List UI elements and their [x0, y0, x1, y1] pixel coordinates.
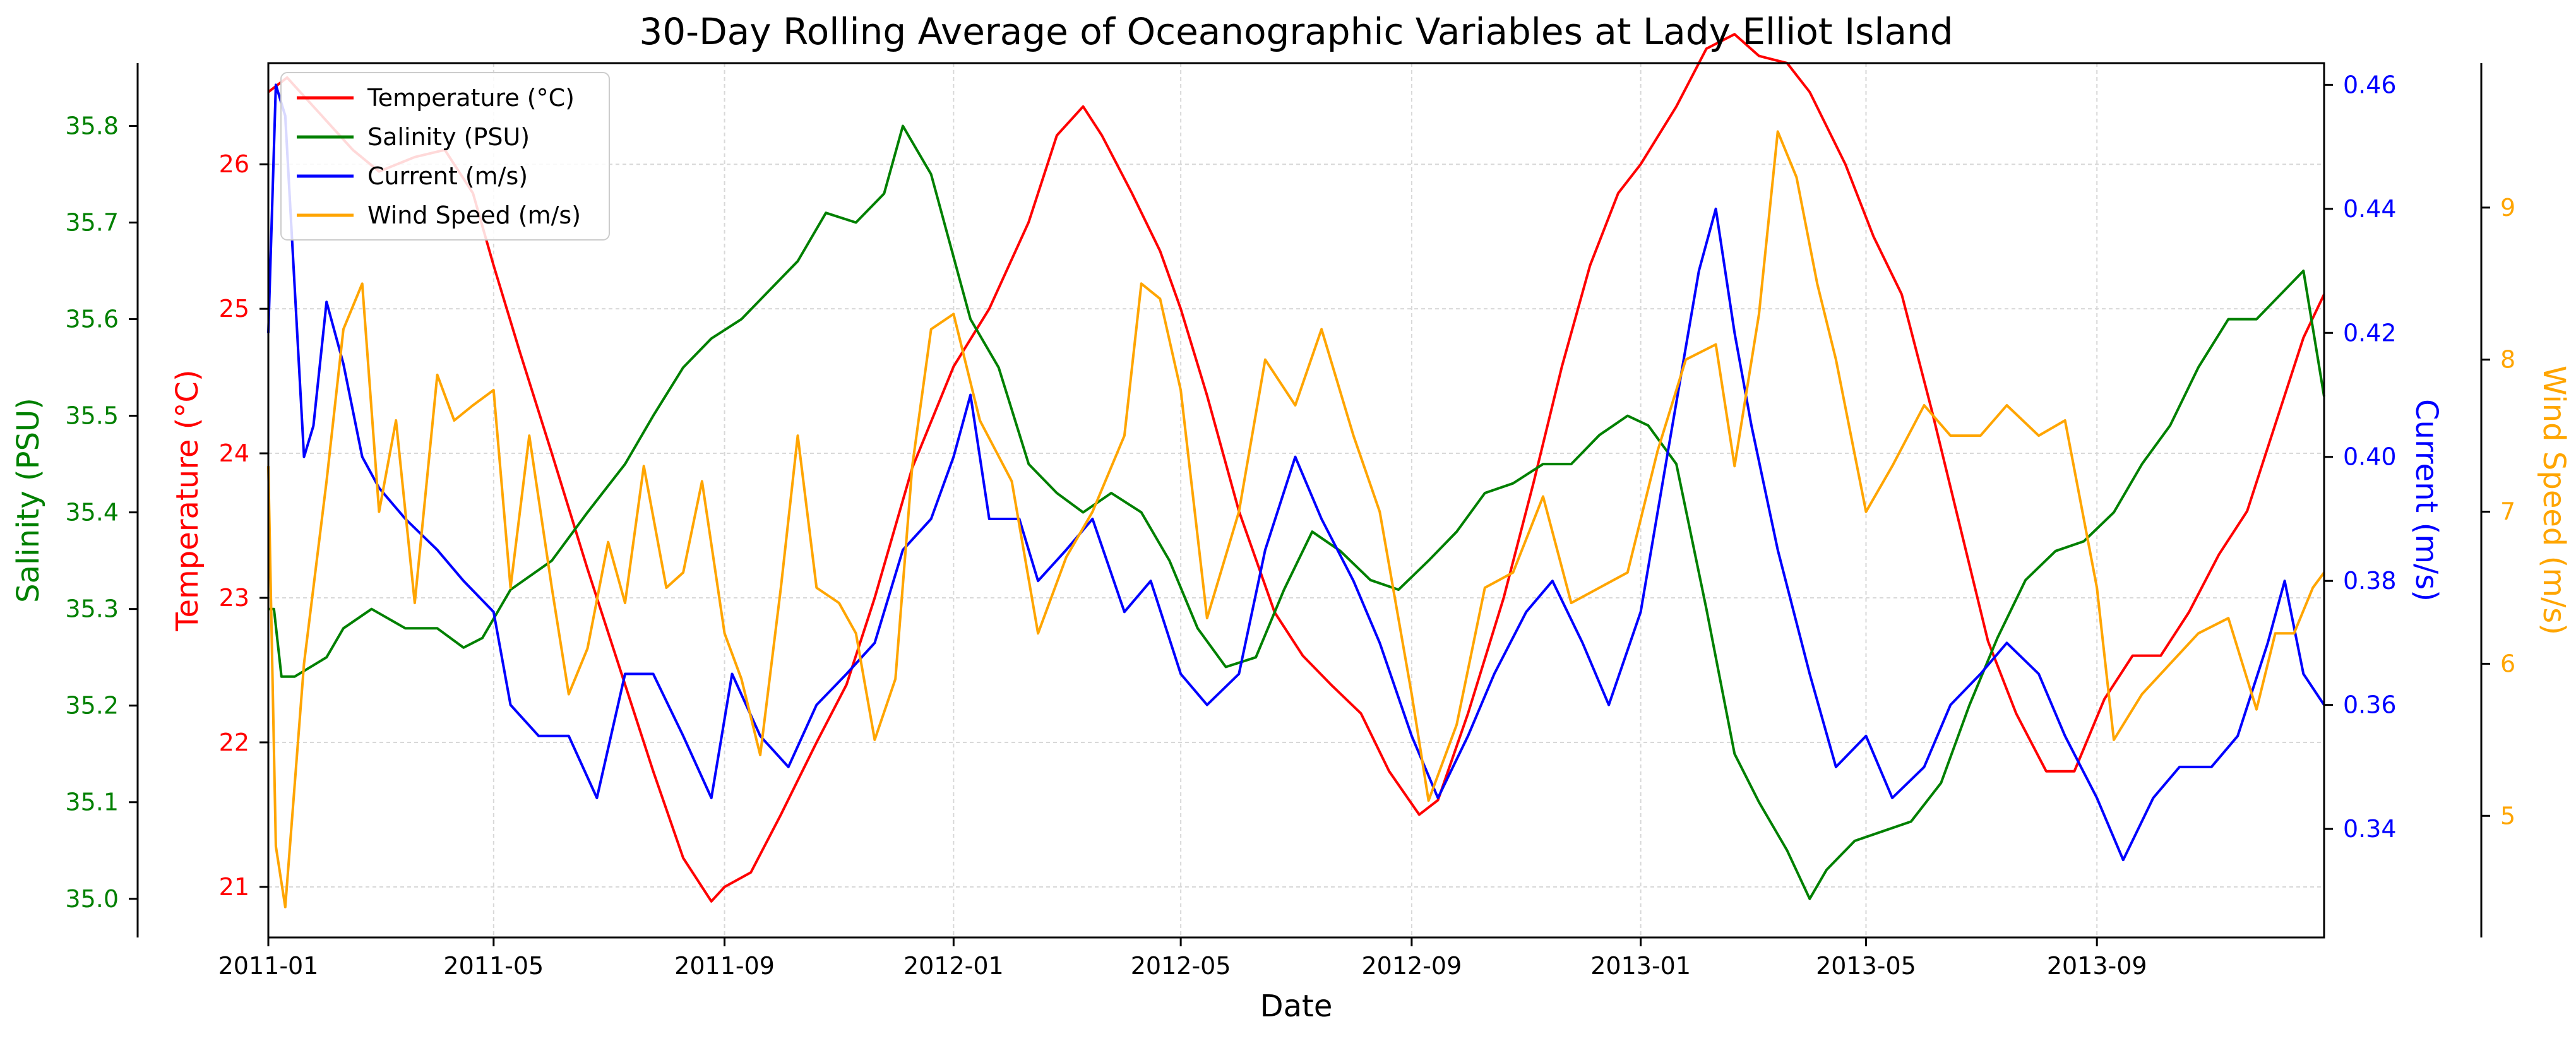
- y-tick-label-temperature: 22: [219, 729, 249, 756]
- x-tick-label: 2012-05: [1131, 952, 1231, 980]
- y-tick-label-current: 0.38: [2343, 567, 2397, 595]
- x-axis-label: Date: [1260, 989, 1333, 1024]
- y-tick-label-wind: 6: [2500, 650, 2515, 677]
- y-tick-label-salinity: 35.3: [65, 595, 119, 623]
- y-tick-label-salinity: 35.8: [65, 112, 119, 140]
- y-tick-label-salinity: 35.7: [65, 209, 119, 237]
- y-axis-title-salinity: Salinity (PSU): [11, 398, 46, 603]
- y-tick-label-current: 0.46: [2343, 71, 2397, 98]
- y-tick-label-temperature: 24: [219, 439, 249, 467]
- y-axis-title-current: Current (m/s): [2409, 399, 2444, 602]
- y-tick-label-temperature: 21: [219, 873, 249, 901]
- y-tick-label-salinity: 35.6: [65, 306, 119, 333]
- x-tick-label: 2012-01: [903, 952, 1004, 980]
- y-tick-label-wind: 5: [2500, 802, 2515, 830]
- chart-title: 30-Day Rolling Average of Oceanographic …: [639, 10, 1953, 53]
- y-tick-label-salinity: 35.0: [65, 885, 119, 913]
- x-tick-label: 2013-05: [1816, 952, 1916, 980]
- x-tick-label: 2013-09: [2047, 952, 2147, 980]
- y-tick-label-wind: 9: [2500, 194, 2515, 222]
- x-tick-label: 2011-09: [674, 952, 775, 980]
- y-tick-label-temperature: 23: [219, 584, 249, 612]
- y-tick-label-temperature: 25: [219, 295, 249, 323]
- y-tick-label-salinity: 35.1: [65, 788, 119, 816]
- grid: [268, 63, 2324, 937]
- legend-label-temperature: Temperature (°C): [367, 84, 575, 112]
- plot-frame: [267, 62, 2325, 939]
- legend-label-salinity: Salinity (PSU): [367, 123, 530, 151]
- y-tick-label-current: 0.34: [2343, 815, 2397, 843]
- legend-label-wind: Wind Speed (m/s): [367, 201, 581, 229]
- y-tick-label-current: 0.36: [2343, 691, 2397, 719]
- y-tick-label-salinity: 35.2: [65, 692, 119, 720]
- y-tick-label-wind: 8: [2500, 346, 2515, 374]
- x-tick-label: 2012-09: [1361, 952, 1462, 980]
- series-line-wind: [267, 130, 2325, 908]
- legend: Temperature (°C) Salinity (PSU) Current (m…: [280, 72, 610, 241]
- series-layer: [267, 33, 2325, 908]
- y-tick-label-wind: 7: [2500, 498, 2515, 526]
- legend-label-current: Current (m/s): [367, 162, 528, 190]
- y-axis-title-temperature: Temperature (°C): [170, 369, 205, 631]
- x-tick-label: 2013-01: [1590, 952, 1691, 980]
- x-tick-label: 2011-05: [443, 952, 544, 980]
- y-tick-label-current: 0.42: [2343, 319, 2397, 347]
- series-line-temperature: [267, 33, 2325, 903]
- y-tick-label-current: 0.44: [2343, 195, 2397, 223]
- series-line-current: [267, 83, 2325, 862]
- axes-layer: 2011-01 2011-05 2011-09 2012-01 2012-05 2012-…: [11, 63, 2572, 980]
- y-tick-label-salinity: 35.5: [65, 402, 119, 430]
- y-axis-title-wind: Wind Speed (m/s): [2536, 366, 2572, 635]
- legend-frame: [280, 72, 610, 241]
- x-tick-label: 2011-01: [218, 952, 319, 980]
- y-tick-label-temperature: 26: [219, 150, 249, 178]
- y-tick-label-salinity: 35.4: [65, 499, 119, 526]
- y-tick-label-current: 0.40: [2343, 443, 2397, 471]
